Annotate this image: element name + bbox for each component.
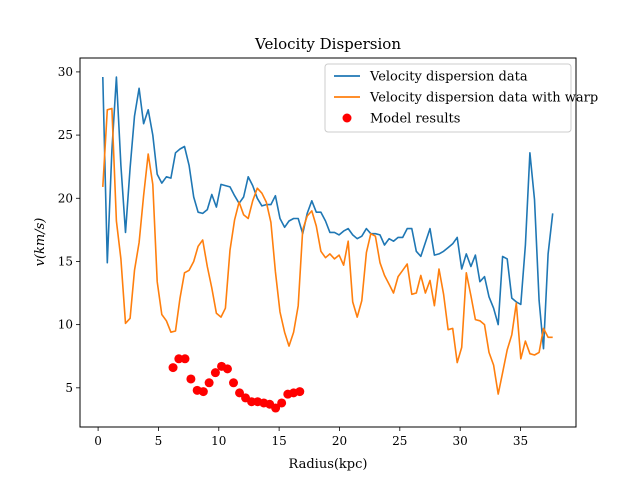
chart-title: Velocity Dispersion [254,35,401,53]
legend-marker-swatch [342,113,352,123]
y-axis-ticks: 5 10 15 20 25 30 [58,65,80,395]
series-layer [102,76,554,413]
x-tick-label: 35 [513,434,528,448]
model-result-point [204,378,214,388]
y-tick-label: 15 [58,254,73,268]
model-result-point [222,364,232,374]
y-axis-label: v(km/s) [33,218,48,267]
model-result-point [210,368,220,378]
series-line-1 [102,107,553,395]
y-tick-label: 20 [58,191,73,205]
x-tick-label: 10 [211,434,226,448]
x-tick-label: 25 [392,434,407,448]
y-tick-label: 5 [65,381,73,395]
model-result-point [295,387,305,397]
model-result-point [235,388,245,398]
legend-label: Velocity dispersion data with warp [369,91,598,106]
x-tick-label: 30 [453,434,468,448]
x-tick-label: 20 [332,434,347,448]
legend: Velocity dispersion data Velocity dispers… [324,63,598,133]
x-axis-ticks: 0 5 10 15 20 25 30 35 [94,427,528,448]
legend-frame [324,63,572,133]
legend-label: Velocity dispersion data [369,70,528,85]
model-result-point [271,403,281,413]
x-tick-label: 15 [271,434,286,448]
series-line-0 [102,76,554,350]
model-result-point [229,378,239,388]
axes-frame [79,57,577,428]
legend-label: Model results [370,112,460,127]
y-tick-label: 10 [58,318,73,332]
model-result-point [198,387,208,397]
model-result-point [186,374,196,384]
plot-area [79,57,577,428]
x-tick-label: 5 [155,434,163,448]
model-result-point [174,354,184,364]
model-result-point [277,398,287,408]
y-tick-label: 25 [58,128,73,142]
legend-items: Velocity dispersion data Velocity dispers… [334,70,598,127]
y-tick-label: 30 [58,65,73,79]
model-result-point [168,363,178,373]
x-tick-label: 0 [94,434,102,448]
model-result-point [180,354,190,364]
x-axis-label: Radius(kpc) [289,457,368,472]
